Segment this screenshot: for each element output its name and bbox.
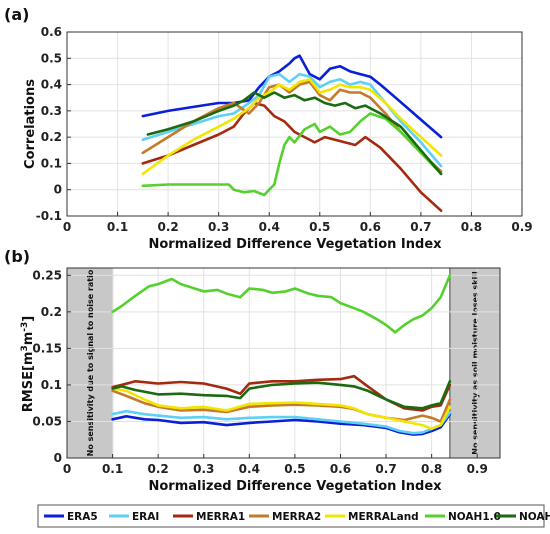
panel-b-chart: No sensitivity due to signal to noise ra… [32,267,501,476]
series-noah2-5-line [111,379,452,410]
series-merra2-line [141,80,443,173]
y-tick-label-5: 0.25 [32,268,62,282]
legend-label-era5: ERA5 [67,511,98,523]
x-tick-label-0: 0 [63,220,71,234]
y-tick-label-4: 0.2 [41,305,62,319]
ylabel-sup2: -3 [20,322,30,332]
x-tick-label-4: 0.4 [259,220,280,234]
series-merraland-line [141,78,443,176]
legend-label-merraland: MERRALand [348,511,419,523]
y-tick-label-6: 0.5 [41,51,62,65]
panel-b-label: (b) [4,247,30,266]
y-tick-label-5: 0.4 [41,78,62,92]
legend-label-merra2: MERRA2 [272,511,321,523]
x-tick-label-5: 0.5 [284,462,305,476]
y-tick-label-2: 0.1 [41,156,62,170]
x-tick-label-5: 0.5 [309,220,330,234]
x-tick-label-7: 0.7 [375,462,396,476]
y-tick-label-3: 0.2 [41,130,62,144]
shaded-region-1 [449,267,501,459]
x-tick-label-3: 0.3 [193,462,214,476]
legend-box [37,504,545,528]
shaded-region-label-0: No sensitivity due to signal to noise ra… [86,269,95,456]
ylabel-sup1: 3 [20,345,30,351]
x-tick-label-1: 0.1 [102,462,123,476]
series-noah1-0-line [141,112,443,197]
panel-a-chart: 0 0.1 0.2 0.3 0.4 0.5 0.6 0.7 0.8 0.9-0.100.10.20… [36,25,533,234]
legend-label-noah2-5: NOAH2.5 [519,511,550,523]
panel-b-xlabel: Normalized Difference Vegetation Index [148,479,442,494]
x-tick-label-7: 0.7 [410,220,431,234]
x-tick-label-9: 0.9 [511,220,532,234]
series-erai-line [141,72,443,168]
y-tick-label-3: 0.15 [32,341,62,355]
ylabel-end: ] [21,316,36,322]
x-tick-label-6: 0.6 [360,220,381,234]
y-tick-label-1: 0.05 [32,414,62,428]
y-tick-label-0: 0 [54,451,62,465]
series-merra1-line [111,374,452,412]
series-era5-line [111,412,452,436]
x-tick-label-9: 0.9 [467,462,488,476]
series-erai-line [111,409,452,435]
series-noah2-5-line [146,91,443,176]
y-tick-label-1: 0 [54,183,62,197]
plot-frame [66,31,523,217]
x-tick-label-2: 0.2 [148,462,169,476]
legend-label-noah1-0: NOAH1.0 [448,511,501,523]
x-tick-label-0: 0 [63,462,71,476]
series-noah1-0-line [111,273,452,334]
panel-a-xlabel: Normalized Difference Vegetation Index [148,237,442,252]
x-tick-label-3: 0.3 [208,220,229,234]
y-tick-label-0: -0.1 [36,209,62,223]
x-tick-label-8: 0.8 [421,462,442,476]
series-merra2-line [111,389,452,423]
y-tick-label-4: 0.3 [41,104,62,118]
x-tick-label-4: 0.4 [239,462,260,476]
shaded-region-0 [66,267,114,459]
shaded-region-label-1: No sensitivity as soil moisture loses sk… [471,271,480,455]
ylabel-mid: m [21,332,36,346]
series-merraland-line [111,387,452,431]
x-tick-label-6: 0.6 [330,462,351,476]
ylabel-base: RMSE[m [21,352,36,413]
panel-b-ylabel: RMSE[m3m-3] [20,316,36,412]
legend-label-merra1: MERRA1 [196,511,245,523]
x-tick-label-2: 0.2 [157,220,178,234]
plot-frame [66,267,501,459]
panel-a-label: (a) [4,5,29,24]
legend: ERA5 ERAI MERRA1 MERRA2 MERRALand NOAH1.0 NOAH… [37,504,550,528]
panel-a-ylabel: Correlations [23,79,38,169]
x-tick-label-1: 0.1 [107,220,128,234]
legend-label-erai: ERAI [132,511,159,523]
x-tick-label-8: 0.8 [461,220,482,234]
y-tick-label-2: 0.1 [41,378,62,392]
y-tick-label-7: 0.6 [41,25,62,39]
